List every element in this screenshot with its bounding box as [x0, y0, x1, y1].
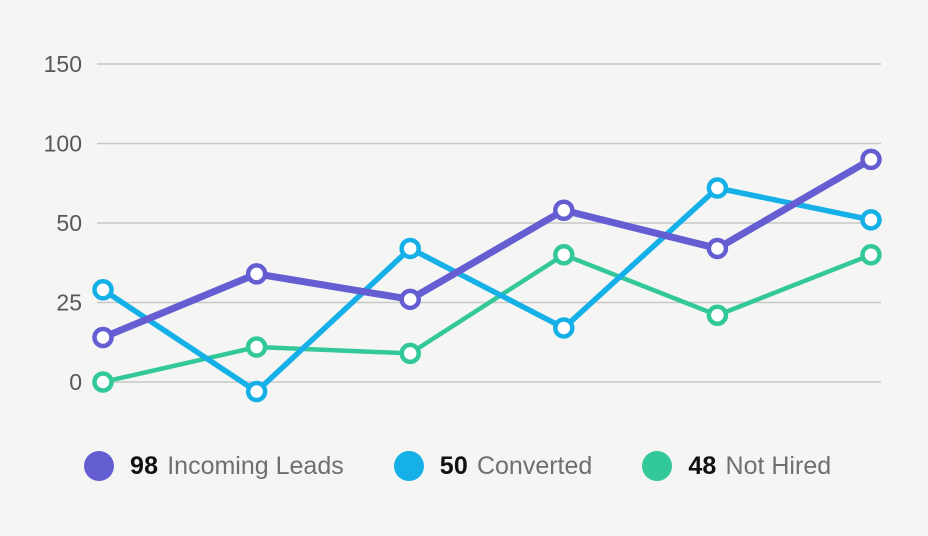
legend-dot-incoming-leads — [84, 451, 114, 481]
y-axis-tick-label: 150 — [44, 51, 82, 77]
data-point-not-hired[interactable] — [553, 244, 575, 266]
y-axis-tick-label: 0 — [69, 369, 82, 395]
data-point-not-hired[interactable] — [860, 244, 882, 266]
data-point-incoming-leads[interactable] — [399, 288, 421, 311]
data-point-not-hired[interactable] — [399, 342, 421, 365]
data-point-converted[interactable] — [399, 237, 421, 260]
legend-item-converted[interactable]: 50 Converted — [393, 451, 593, 481]
line-chart: 0 25 50 100 150 — [44, 51, 882, 403]
legend-dot-not-hired — [642, 451, 673, 481]
y-axis-tick-label: 50 — [56, 210, 82, 236]
y-axis-tick-label: 25 — [56, 290, 82, 316]
data-point-incoming-leads[interactable] — [92, 326, 114, 349]
data-point-not-hired[interactable] — [92, 371, 114, 393]
chart-legend: 98 Incoming Leads 50 Converted 48 Not Hi… — [0, 451, 928, 481]
series-line-not-hired — [100, 252, 874, 385]
data-point-incoming-leads[interactable] — [860, 148, 882, 171]
legend-item-incoming-leads[interactable]: 98 Incoming Leads — [84, 451, 344, 481]
legend-label-converted: Converted — [476, 451, 593, 480]
data-point-not-hired[interactable] — [245, 336, 268, 358]
data-point-converted[interactable] — [92, 279, 114, 301]
data-point-converted[interactable] — [245, 380, 268, 403]
data-point-converted[interactable] — [706, 177, 729, 199]
y-axis-tick-label: 100 — [44, 131, 82, 157]
data-point-incoming-leads[interactable] — [245, 263, 268, 285]
legend-value-converted: 50 — [439, 451, 468, 480]
data-point-converted[interactable] — [553, 317, 575, 339]
legend-value-incoming-leads: 98 — [130, 451, 159, 480]
legend-value-not-hired: 48 — [688, 451, 717, 480]
data-point-converted[interactable] — [860, 209, 882, 231]
series-line-converted — [100, 185, 874, 395]
legend-label-incoming-leads: Incoming Leads — [167, 451, 344, 480]
data-point-incoming-leads[interactable] — [553, 199, 575, 222]
legend-dot-converted — [393, 451, 424, 481]
legend-item-not-hired[interactable]: 48 Not Hired — [642, 451, 831, 481]
series-line-incoming-leads — [99, 155, 875, 341]
data-point-not-hired[interactable] — [706, 304, 729, 326]
legend-label-not-hired: Not Hired — [725, 451, 832, 480]
data-point-incoming-leads[interactable] — [706, 237, 729, 260]
